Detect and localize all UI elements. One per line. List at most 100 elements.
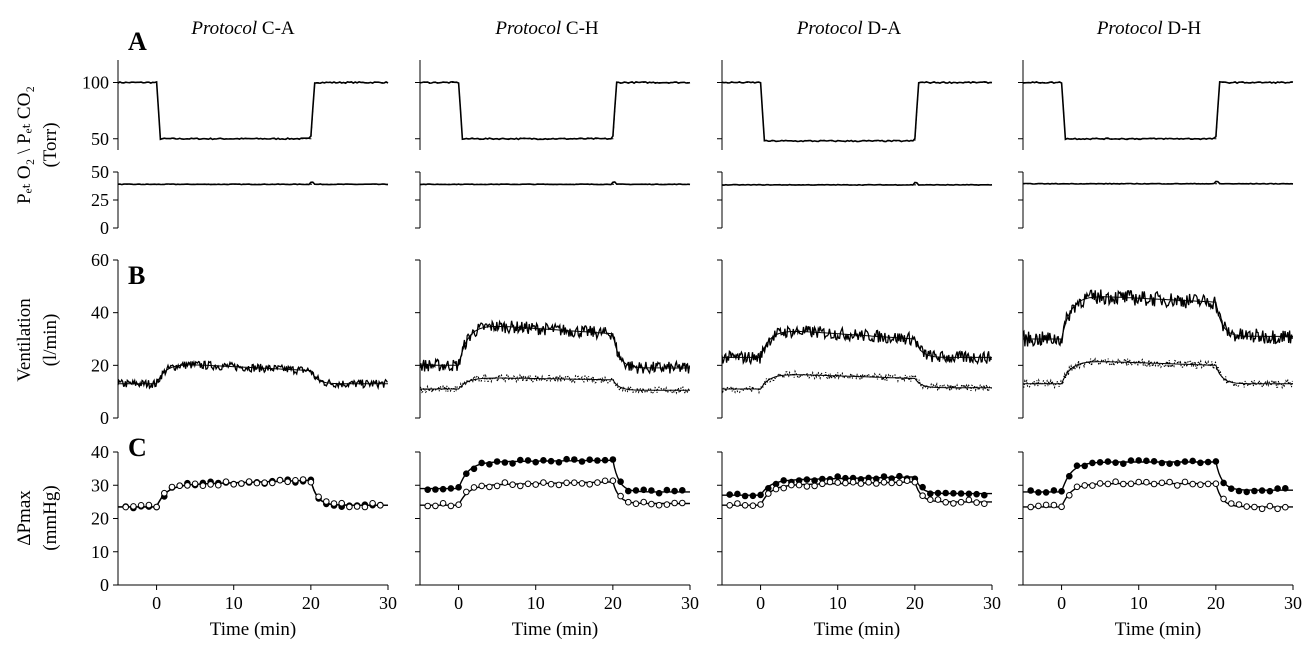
series-line [1022,81,1294,141]
column-title-2: Protocol C-H [494,18,599,39]
data-point-open [741,502,749,509]
data-point-open [1127,480,1135,488]
data-point-open [1197,481,1204,489]
x-tick-label: 30 [983,593,1001,613]
data-point-open [1258,505,1266,513]
data-point-open [1266,502,1274,510]
data-point-open [215,481,222,489]
data-point-filled [671,487,678,495]
x-tick-label: 10 [527,593,545,613]
data-point-open [315,493,322,501]
data-point-open [671,499,678,507]
data-point-filled [942,489,950,497]
data-point-filled [1096,459,1104,466]
data-point-filled [1282,485,1289,492]
data-point-filled [463,470,470,478]
data-point-open [632,500,640,508]
data-point-filled [1058,488,1065,495]
data-point-open [517,482,524,490]
series-model-line [118,479,388,508]
data-point-filled [679,487,686,494]
series-model-line [1023,461,1293,493]
data-point-open [1066,492,1073,499]
peto2-panel-d-a [717,60,993,150]
data-point-open [849,478,857,486]
data-point-filled [1212,458,1220,465]
data-point-open [586,481,594,488]
dpmax-panel-c-h: 0 10 20 30 Time (min) [415,451,699,640]
data-point-filled [834,473,842,480]
data-point-filled [447,485,455,492]
series-line-target [420,82,690,140]
data-point-filled [1073,462,1081,470]
data-point-open [455,501,462,509]
ventilation-panel-d-a [717,259,992,419]
data-point-open [509,481,516,489]
data-point-open [1158,479,1166,487]
data-point-open [934,496,942,503]
series-line-target [722,82,992,142]
data-point-open [826,478,834,486]
y-tick-label: 100 [82,73,109,93]
data-point-open [981,500,988,508]
data-point-open [307,478,315,486]
data-point-filled [1258,487,1266,494]
y-tick-label: 20 [91,355,109,375]
data-point-open [734,500,741,507]
data-point-open [1027,503,1034,511]
data-point-filled [741,492,749,500]
data-point-open [369,500,376,507]
data-point-filled [965,490,973,498]
data-point-open [478,482,486,490]
data-point-filled [1112,459,1119,467]
data-point-open [1089,482,1096,489]
data-point-filled [439,485,447,493]
data-point-open [176,482,183,490]
y-tick-label: 50 [91,129,109,149]
data-point-open [1243,503,1250,510]
data-point-open [888,479,896,487]
data-point-open [625,498,632,506]
x-tick-label: 0 [454,593,463,613]
data-point-filled [811,477,818,484]
panel-letter-b: B [128,261,145,290]
data-point-open [261,479,268,487]
petco2-panel-d-h [1018,171,1294,229]
data-point-open [501,479,509,486]
x-tick-label: 10 [1130,593,1148,613]
gas-axis-title: Pₑₜ O₂ \ Pₑₜ CO₂ [14,86,35,204]
dpmax-axis-units: (mmHg) [40,485,61,550]
peto2-panel-c-a: 50 100 [82,60,389,150]
data-point-filled [950,490,957,497]
series-measured-line [1022,289,1294,347]
data-point-filled [973,490,980,498]
data-point-filled [632,487,640,494]
x-tick-label: 30 [379,593,397,613]
data-point-open [663,501,671,508]
data-point-open [184,482,191,489]
data-point-open [1135,478,1142,486]
dpmax-panel-d-h: 0 10 20 30 Time (min) [1018,451,1302,640]
data-point-open [842,479,849,487]
data-point-filled [493,458,501,465]
x-tick-label: 0 [152,593,161,613]
data-point-filled [424,486,432,494]
ventilation-panel-c-h [415,259,691,419]
data-point-filled [927,490,934,498]
data-point-open [1228,500,1235,507]
y-tick-label: 30 [91,475,109,495]
x-tick-label: 20 [1207,593,1225,613]
data-point-open [1174,482,1181,489]
series-line-target [118,82,388,140]
data-point-filled [555,459,563,466]
data-point-filled [470,465,478,473]
data-point-open [788,481,795,489]
data-point-open [865,479,872,486]
y-tick-label: 20 [91,509,109,529]
data-point-open [122,503,129,511]
data-point-filled [1104,458,1112,465]
data-point-open [168,483,176,491]
data-point-filled [1050,487,1058,494]
